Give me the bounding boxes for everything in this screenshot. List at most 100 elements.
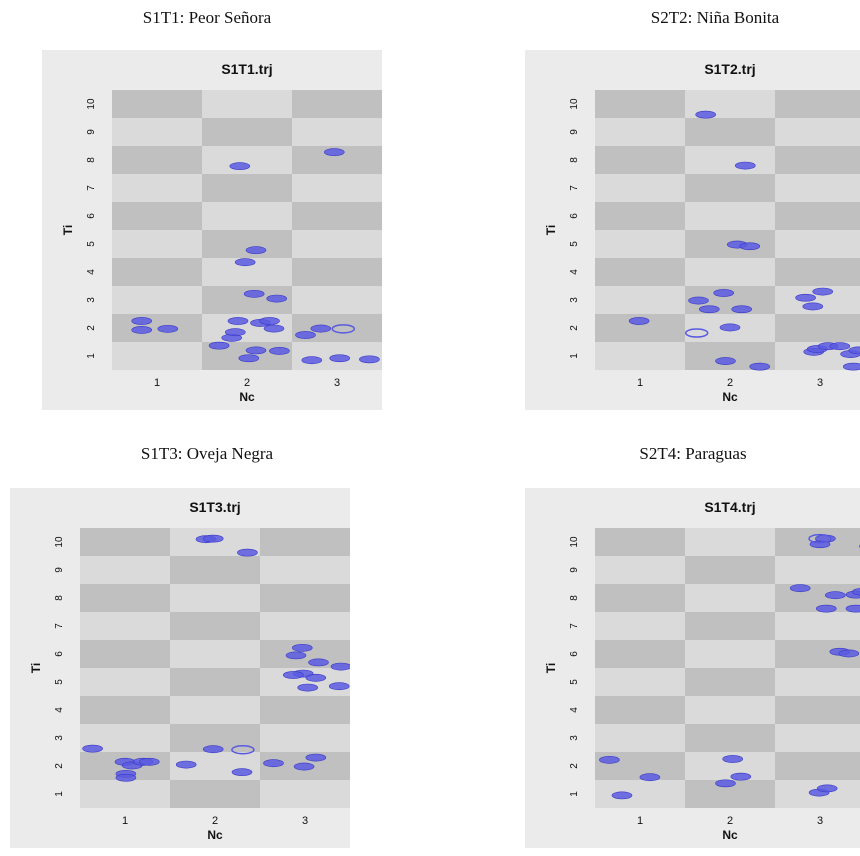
grid-cell bbox=[685, 528, 775, 556]
data-point bbox=[297, 683, 319, 692]
y-tick-label: 8 bbox=[569, 595, 580, 601]
x-axis-label: Nc bbox=[239, 390, 255, 404]
data-point bbox=[795, 293, 816, 302]
grid-cell bbox=[595, 696, 685, 724]
grid-cell bbox=[80, 612, 170, 640]
grid-cell bbox=[170, 640, 260, 668]
data-point bbox=[749, 362, 770, 371]
data-point bbox=[131, 317, 152, 325]
scatter-chart: S1T3.trj 1 2 3 Nc 1 2 3 4 5 6 7 8 9 10 Ti bbox=[10, 488, 350, 848]
y-tick-label: 8 bbox=[86, 157, 97, 163]
chart-panel: S1T2.trj 1 2 3 Nc 1 2 3 4 5 6 7 8 9 10 Ti bbox=[525, 50, 860, 410]
y-axis-label: Ti bbox=[544, 225, 558, 235]
data-point bbox=[225, 328, 246, 337]
chart-title: S1T3.trj bbox=[189, 499, 240, 515]
data-point bbox=[838, 649, 860, 658]
y-axis-label: Ti bbox=[29, 663, 43, 673]
y-tick-label: 10 bbox=[569, 536, 580, 548]
grid-cell bbox=[595, 724, 685, 752]
data-point bbox=[238, 354, 260, 363]
grid-cell bbox=[202, 118, 292, 146]
chart-caption: S1T3: Oveja Negra bbox=[140, 444, 274, 463]
data-point bbox=[293, 762, 315, 771]
data-point bbox=[245, 346, 267, 355]
grid-cell bbox=[170, 696, 260, 724]
data-point bbox=[295, 331, 316, 339]
grid-cell bbox=[685, 556, 775, 584]
y-tick-label: 1 bbox=[54, 791, 65, 797]
grid-cell bbox=[775, 668, 860, 696]
chart-title: S1T4.trj bbox=[704, 499, 755, 515]
grid-cell bbox=[80, 668, 170, 696]
data-point bbox=[266, 294, 287, 303]
data-point-hollow bbox=[331, 324, 356, 334]
grid-cell bbox=[80, 556, 170, 584]
grid-cell bbox=[685, 118, 775, 146]
x-axis-label: Nc bbox=[722, 828, 738, 842]
y-tick-label: 4 bbox=[569, 269, 580, 275]
y-tick-label: 8 bbox=[569, 157, 580, 163]
chart-title: S1T2.trj bbox=[704, 61, 755, 77]
grid-cell bbox=[595, 342, 685, 370]
grid-cell bbox=[292, 286, 382, 314]
grid-cell bbox=[685, 584, 775, 612]
data-point bbox=[305, 673, 327, 682]
grid-cell bbox=[595, 286, 685, 314]
y-tick-label: 2 bbox=[569, 763, 580, 769]
data-point bbox=[175, 760, 197, 769]
y-tick-label: 3 bbox=[569, 735, 580, 741]
grid-cell bbox=[595, 780, 685, 808]
data-point bbox=[229, 162, 251, 171]
grid-cell bbox=[775, 118, 860, 146]
y-tick-label: 7 bbox=[54, 623, 65, 629]
grid-cell bbox=[260, 556, 350, 584]
data-point bbox=[269, 347, 290, 355]
data-point bbox=[328, 682, 350, 691]
data-point bbox=[824, 591, 846, 600]
grid-cell bbox=[292, 202, 382, 230]
grid-cell bbox=[685, 696, 775, 724]
data-point bbox=[82, 744, 103, 753]
grid-cell bbox=[595, 258, 685, 286]
data-point bbox=[731, 305, 752, 314]
data-point bbox=[263, 759, 284, 768]
grid-cell bbox=[80, 640, 170, 668]
grid-cell bbox=[80, 584, 170, 612]
x-tick-label: 1 bbox=[637, 815, 643, 827]
grid-cell bbox=[595, 118, 685, 146]
grid-cell bbox=[170, 780, 260, 808]
data-point bbox=[815, 604, 837, 613]
grid-cell bbox=[292, 118, 382, 146]
x-tick-label: 1 bbox=[637, 377, 643, 389]
grid-cell bbox=[595, 556, 685, 584]
x-tick-label: 3 bbox=[817, 815, 823, 827]
grid-cell bbox=[112, 230, 202, 258]
grid-cell bbox=[170, 612, 260, 640]
data-point bbox=[330, 662, 350, 671]
grid-cell bbox=[595, 668, 685, 696]
grid-cell bbox=[775, 314, 860, 342]
y-tick-label: 10 bbox=[54, 536, 65, 548]
data-point bbox=[816, 784, 838, 793]
y-tick-label: 4 bbox=[54, 707, 65, 713]
chart-caption: S1T1: Peor Señora bbox=[142, 8, 272, 27]
chart-panel: S1T4.trj 1 2 3 Nc 1 2 3 4 5 6 7 8 9 10 Ti bbox=[525, 488, 860, 848]
data-point bbox=[301, 356, 323, 365]
grid-cell bbox=[80, 780, 170, 808]
data-point bbox=[245, 246, 267, 255]
grid-cell bbox=[595, 584, 685, 612]
data-point bbox=[789, 584, 811, 593]
data-point bbox=[259, 317, 280, 325]
y-tick-label: 1 bbox=[569, 791, 580, 797]
grid-cell bbox=[775, 90, 860, 118]
data-point bbox=[234, 258, 256, 267]
scatter-chart: S1T2.trj 1 2 3 Nc 1 2 3 4 5 6 7 8 9 10 Ti bbox=[525, 50, 860, 410]
grid-cell bbox=[112, 258, 202, 286]
y-tick-label: 5 bbox=[86, 241, 97, 247]
data-point bbox=[628, 317, 650, 325]
scatter-chart: S1T1.trj 1 2 3 Nc 1 2 3 4 5 6 7 8 9 10 Ti bbox=[42, 50, 382, 410]
grid-cell bbox=[595, 146, 685, 174]
grid-cell bbox=[685, 146, 775, 174]
y-tick-label: 9 bbox=[569, 129, 580, 135]
grid-cell bbox=[685, 612, 775, 640]
